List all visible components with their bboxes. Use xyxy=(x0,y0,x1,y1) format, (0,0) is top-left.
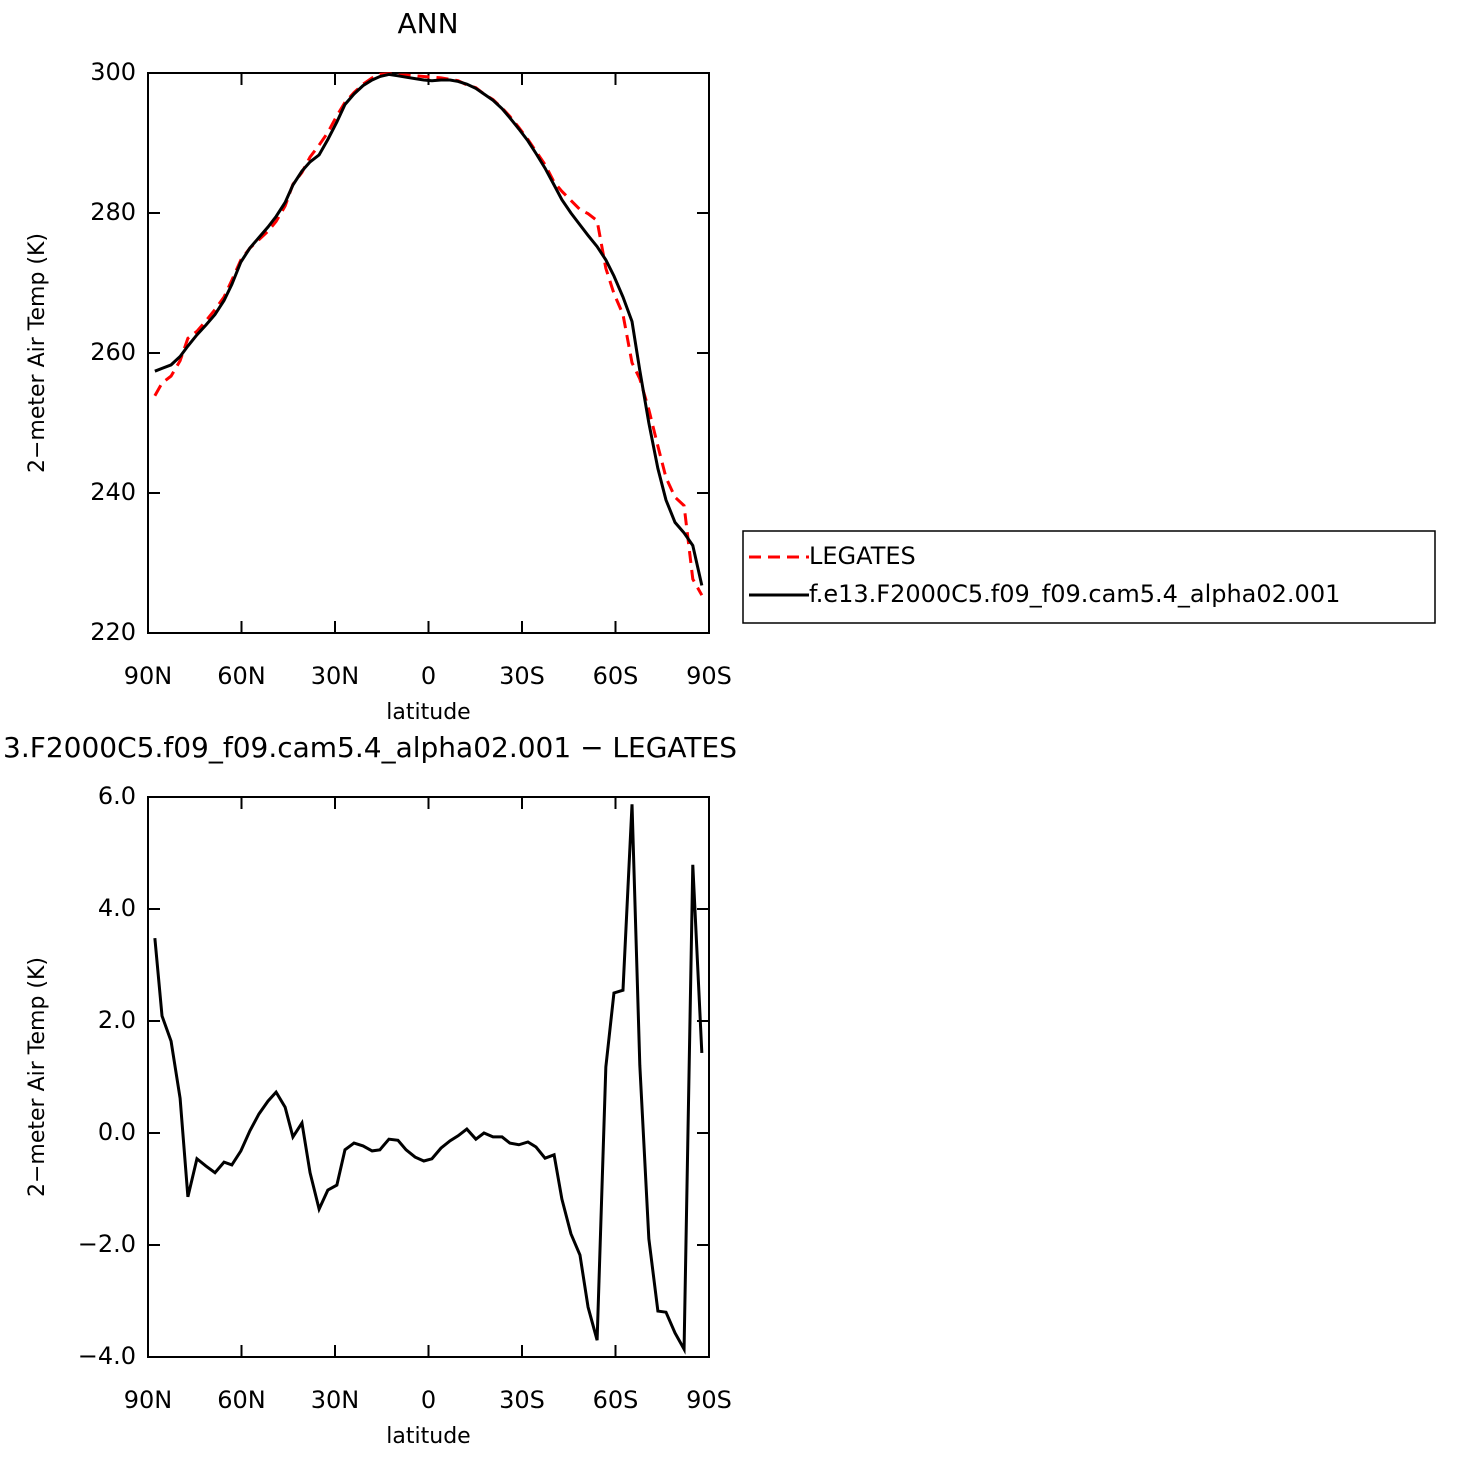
y-axis-label: 2−meter Air Temp (K) xyxy=(25,957,50,1197)
series-line xyxy=(153,804,704,1355)
y-tick-label: 240 xyxy=(90,478,136,506)
x-tick-label: 90S xyxy=(686,1386,732,1414)
series-line xyxy=(153,72,704,596)
chart-title: ANN xyxy=(397,7,458,40)
x-tick-label: 90N xyxy=(124,1386,173,1414)
y-tick-label: 280 xyxy=(90,198,136,226)
x-tick-label: 30N xyxy=(311,1386,360,1414)
y-tick-label: −2.0 xyxy=(78,1230,136,1258)
legend-label: LEGATES xyxy=(809,542,916,570)
y-tick-label: 300 xyxy=(90,58,136,86)
x-tick-label: 90S xyxy=(686,662,732,690)
x-tick-label: 60S xyxy=(593,662,639,690)
legend-label: f.e13.F2000C5.f09_f09.cam5.4_alpha02.001 xyxy=(809,580,1340,608)
x-tick-label: 0 xyxy=(421,1386,436,1414)
plot-frame xyxy=(147,796,710,1358)
x-tick-label: 30S xyxy=(499,1386,545,1414)
chart-title: 3.F2000C5.f09_f09.cam5.4_alpha02.001 − L… xyxy=(3,731,737,764)
y-tick-label: 220 xyxy=(90,618,136,646)
x-tick-label: 60N xyxy=(217,662,266,690)
x-tick-label: 30N xyxy=(311,662,360,690)
x-tick-label: 30S xyxy=(499,662,545,690)
y-axis-label: 2−meter Air Temp (K) xyxy=(25,233,50,473)
y-tick-label: 0.0 xyxy=(98,1118,136,1146)
x-tick-label: 90N xyxy=(124,662,173,690)
x-axis-label: latitude xyxy=(386,1424,470,1449)
x-axis-label: latitude xyxy=(386,700,470,725)
x-tick-label: 60S xyxy=(593,1386,639,1414)
legend-box xyxy=(742,530,1436,624)
x-tick-label: 60N xyxy=(217,1386,266,1414)
y-tick-label: 6.0 xyxy=(98,782,136,810)
series-line xyxy=(154,72,704,586)
y-tick-label: 4.0 xyxy=(98,894,136,922)
y-tick-label: 260 xyxy=(90,338,136,366)
x-tick-label: 0 xyxy=(421,662,436,690)
plot-frame xyxy=(147,72,710,634)
y-tick-label: 2.0 xyxy=(98,1006,136,1034)
y-tick-label: −4.0 xyxy=(78,1342,136,1370)
